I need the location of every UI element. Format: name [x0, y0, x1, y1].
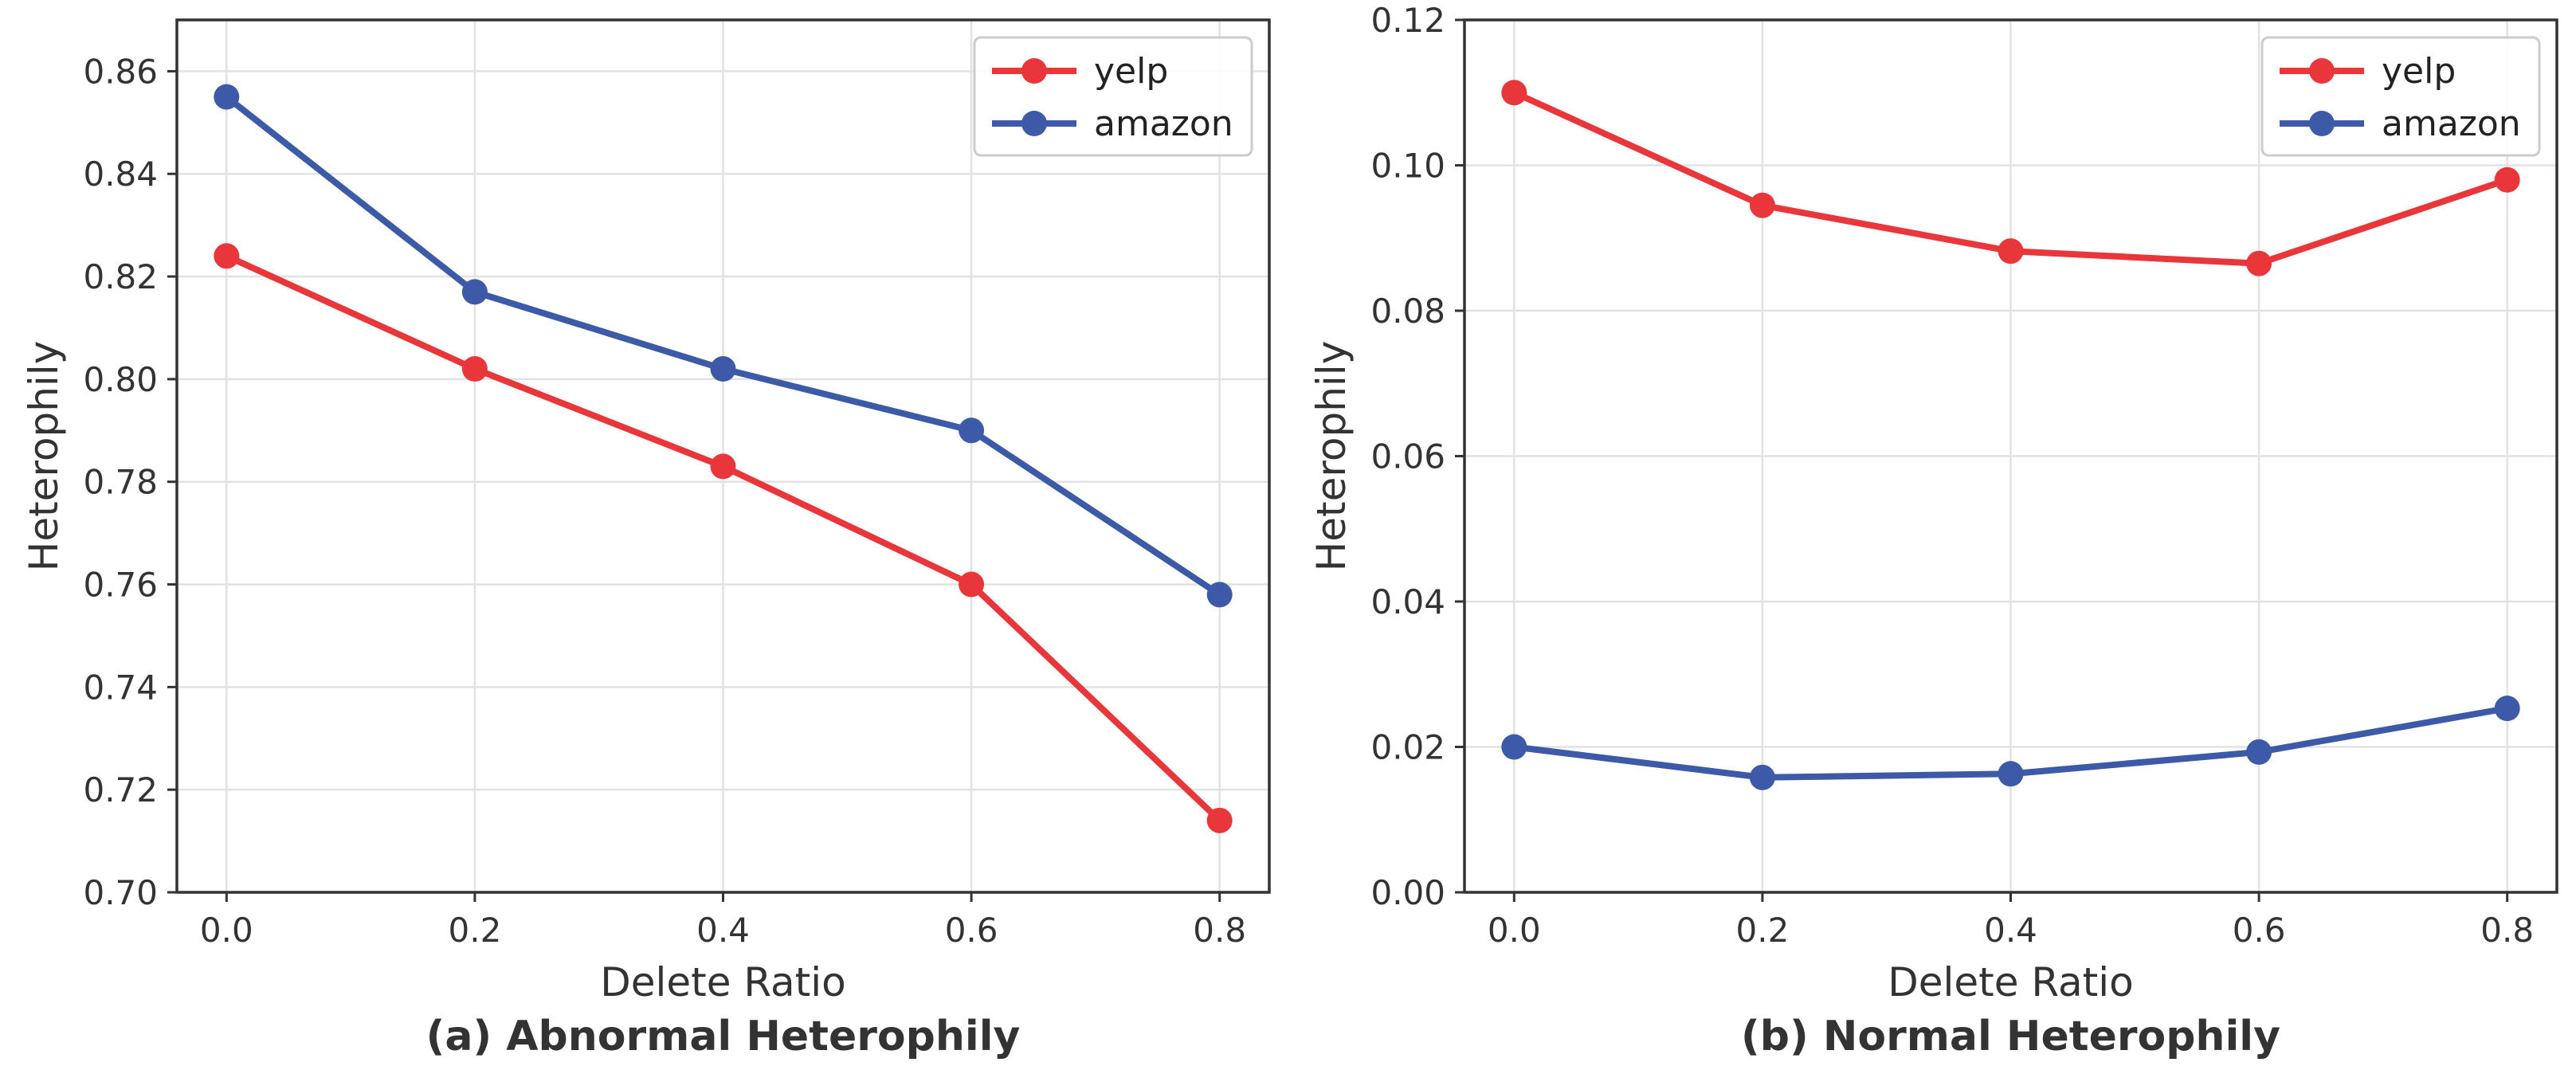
data-point-amazon — [2494, 696, 2520, 722]
y-tick-label: 0.76 — [83, 566, 158, 605]
x-tick-label: 0.8 — [2480, 911, 2534, 950]
x-axis-title: Delete Ratio — [600, 959, 846, 1005]
y-tick-label: 0.72 — [83, 770, 158, 809]
data-point-yelp — [1206, 807, 1233, 833]
data-point-amazon — [214, 84, 240, 110]
legend-marker-amazon — [1021, 111, 1047, 136]
data-point-amazon — [1206, 582, 1233, 608]
y-tick-label: 0.12 — [1370, 1, 1445, 40]
panel-abnormal-heterophily: 0.0 0.2 0.4 0.6 0.8 0.70 0.72 0.74 0.76 0.78 0.80 0… — [21, 18, 1271, 1060]
y-tick-label: 0.82 — [83, 257, 158, 296]
data-point-yelp — [1749, 192, 1775, 218]
plot-frame — [175, 18, 1271, 894]
x-tick-label: 0.8 — [1193, 911, 1246, 950]
data-point-amazon — [710, 356, 736, 382]
y-tick-label: 0.70 — [83, 873, 158, 912]
x-tick-label: 0.4 — [1984, 911, 2037, 950]
x-tick-label: 0.0 — [200, 911, 253, 950]
y-tick-label: 0.80 — [83, 360, 158, 399]
legend-marker-amazon — [2309, 111, 2335, 136]
legend-label-amazon: amazon — [1094, 104, 1233, 144]
x-tick-label: 0.0 — [1488, 911, 1541, 950]
legend-marker-yelp — [1021, 58, 1047, 84]
y-tick-label: 0.10 — [1370, 147, 1445, 186]
data-point-yelp — [214, 243, 240, 269]
x-axis-title: Delete Ratio — [1888, 959, 2134, 1005]
x-tick-label: 0.4 — [696, 911, 750, 950]
legend-label-amazon: amazon — [2382, 104, 2521, 144]
data-point-amazon — [1501, 734, 1527, 760]
data-point-amazon — [1749, 764, 1775, 790]
y-axis-title: Heterophily — [21, 341, 67, 572]
x-tick-label: 0.6 — [945, 911, 998, 950]
y-tick-label: 0.08 — [1370, 292, 1445, 331]
x-tick-label: 0.2 — [1736, 911, 1790, 950]
plot-frame — [1463, 18, 2558, 894]
x-tick-label: 0.2 — [449, 911, 502, 950]
data-point-yelp — [2246, 250, 2272, 276]
data-point-yelp — [1998, 238, 2024, 265]
y-tick-label: 0.04 — [1370, 582, 1445, 621]
data-point-yelp — [2494, 167, 2520, 193]
data-point-yelp — [710, 453, 736, 480]
legend-label-yelp: yelp — [2382, 51, 2456, 92]
data-point-amazon — [959, 417, 985, 444]
y-tick-label: 0.06 — [1370, 437, 1445, 476]
legend-marker-yelp — [2309, 58, 2335, 84]
y-tick-label: 0.74 — [83, 668, 158, 707]
panel-normal-heterophily: 0.0 0.2 0.4 0.6 0.8 0.00 0.02 0.04 0.06 0.08 0.10 0… — [1308, 1, 2558, 1060]
y-tick-label: 0.84 — [83, 155, 158, 194]
data-point-yelp — [461, 356, 488, 382]
y-tick-label: 0.02 — [1370, 728, 1445, 767]
data-point-amazon — [1998, 761, 2024, 787]
panel-caption: (a) Abnormal Heterophily — [426, 1013, 1021, 1060]
y-tick-label: 0.00 — [1370, 873, 1445, 912]
x-tick-label: 0.6 — [2233, 911, 2286, 950]
legend-label-yelp: yelp — [1094, 51, 1168, 92]
data-point-amazon — [461, 279, 488, 305]
y-tick-label: 0.86 — [83, 52, 158, 91]
data-point-yelp — [1501, 80, 1527, 106]
y-axis-title: Heterophily — [1308, 341, 1355, 572]
y-tick-label: 0.78 — [83, 463, 158, 502]
panel-caption: (b) Normal Heterophily — [1741, 1013, 2280, 1060]
legend: yelp amazon — [973, 36, 1253, 157]
data-point-amazon — [2246, 739, 2272, 765]
data-point-yelp — [959, 571, 985, 598]
legend: yelp amazon — [2260, 36, 2541, 157]
